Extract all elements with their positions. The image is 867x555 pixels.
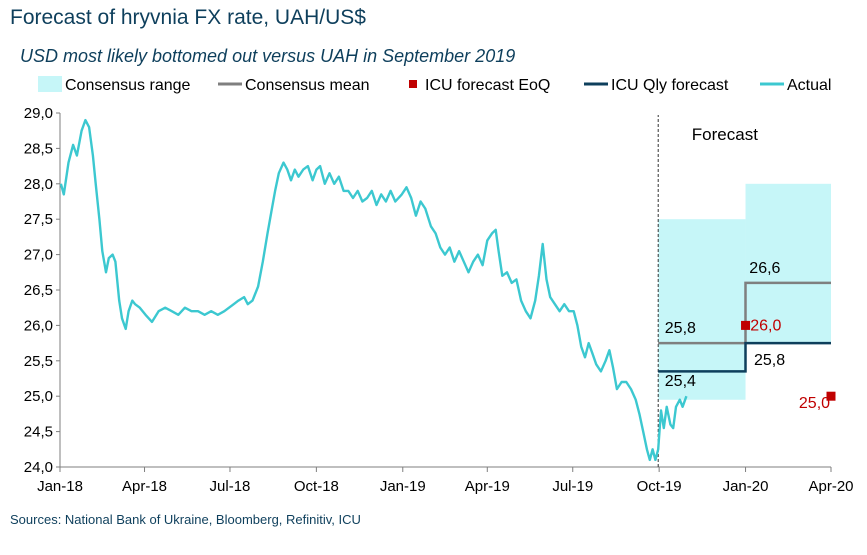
x-tick-label: Jan-18 (37, 478, 83, 495)
data-label: 26,0 (750, 317, 781, 334)
axes: 24,0 24,5 25,0 25,5 26,0 26,5 27,0 27,5 28,0 28,5… (24, 105, 854, 495)
forecast-markers (741, 320, 836, 401)
legend-label: ICU Qly forecast (611, 77, 729, 94)
x-tick-label: Jul-18 (210, 478, 251, 495)
data-label: 25,8 (665, 320, 696, 337)
forecast-label: Forecast (692, 125, 758, 144)
x-tick-label: Apr-19 (465, 478, 510, 495)
consensus-range-band (658, 219, 746, 400)
x-tick-label: Jul-19 (552, 478, 593, 495)
data-label: 25,0 (799, 395, 830, 412)
y-tick-label: 24,0 (24, 459, 53, 476)
y-tick-label: 26,0 (24, 317, 53, 334)
x-tick-label: Oct-19 (637, 478, 682, 495)
y-tick-label: 25,5 (24, 353, 53, 370)
icu-eoq-marker (741, 320, 751, 330)
legend-label: ICU forecast EoQ (425, 77, 550, 94)
y-tick-label: 26,5 (24, 282, 53, 299)
data-label: 25,4 (665, 373, 696, 390)
data-label: 26,6 (749, 260, 780, 277)
actual-series-line (59, 118, 688, 462)
x-tick-label: Jan-19 (380, 478, 426, 495)
y-tick-label: 29,0 (24, 105, 53, 122)
x-tick-label: Oct-18 (294, 478, 339, 495)
x-tick-label: Apr-18 (122, 478, 167, 495)
x-tick-label: Apr-20 (808, 478, 853, 495)
fx-rate-chart: 24,0 24,5 25,0 25,5 26,0 26,5 27,0 27,5 28,0 28,5… (24, 76, 854, 495)
consensus-range-bands (658, 183, 831, 400)
legend-swatch-marker (409, 80, 417, 88)
y-tick-label: 27,0 (24, 247, 53, 264)
legend-label: Consensus mean (245, 77, 370, 94)
legend: Consensus range Consensus mean ICU forecas… (38, 76, 831, 94)
y-tick-label: 27,5 (24, 211, 53, 228)
data-labels: 25,4 25,8 26,6 25,8 26,0 25,0 (665, 260, 830, 412)
consensus-mean-line (658, 281, 831, 345)
icu-qly-forecast-line (658, 341, 831, 373)
chart-subtitle: USD most likely bottomed out versus UAH … (20, 46, 516, 66)
icu-eoq-marker (826, 391, 836, 401)
y-tick-label: 24,5 (24, 424, 53, 441)
y-tick-label: 28,0 (24, 176, 53, 193)
consensus-range-band (745, 183, 831, 344)
y-tick-label: 28,5 (24, 140, 53, 157)
source-note: Sources: National Bank of Ukraine, Bloom… (10, 512, 361, 527)
legend-swatch-area (38, 76, 62, 92)
x-tick-label: Jan-20 (723, 478, 769, 495)
y-tick-label: 25,0 (24, 388, 53, 405)
legend-label: Consensus range (65, 77, 191, 94)
chart-title: Forecast of hryvnia FX rate, UAH/US$ (10, 6, 366, 29)
legend-label: Actual (787, 77, 831, 94)
series-lines (59, 118, 831, 462)
data-label: 25,8 (754, 352, 785, 369)
